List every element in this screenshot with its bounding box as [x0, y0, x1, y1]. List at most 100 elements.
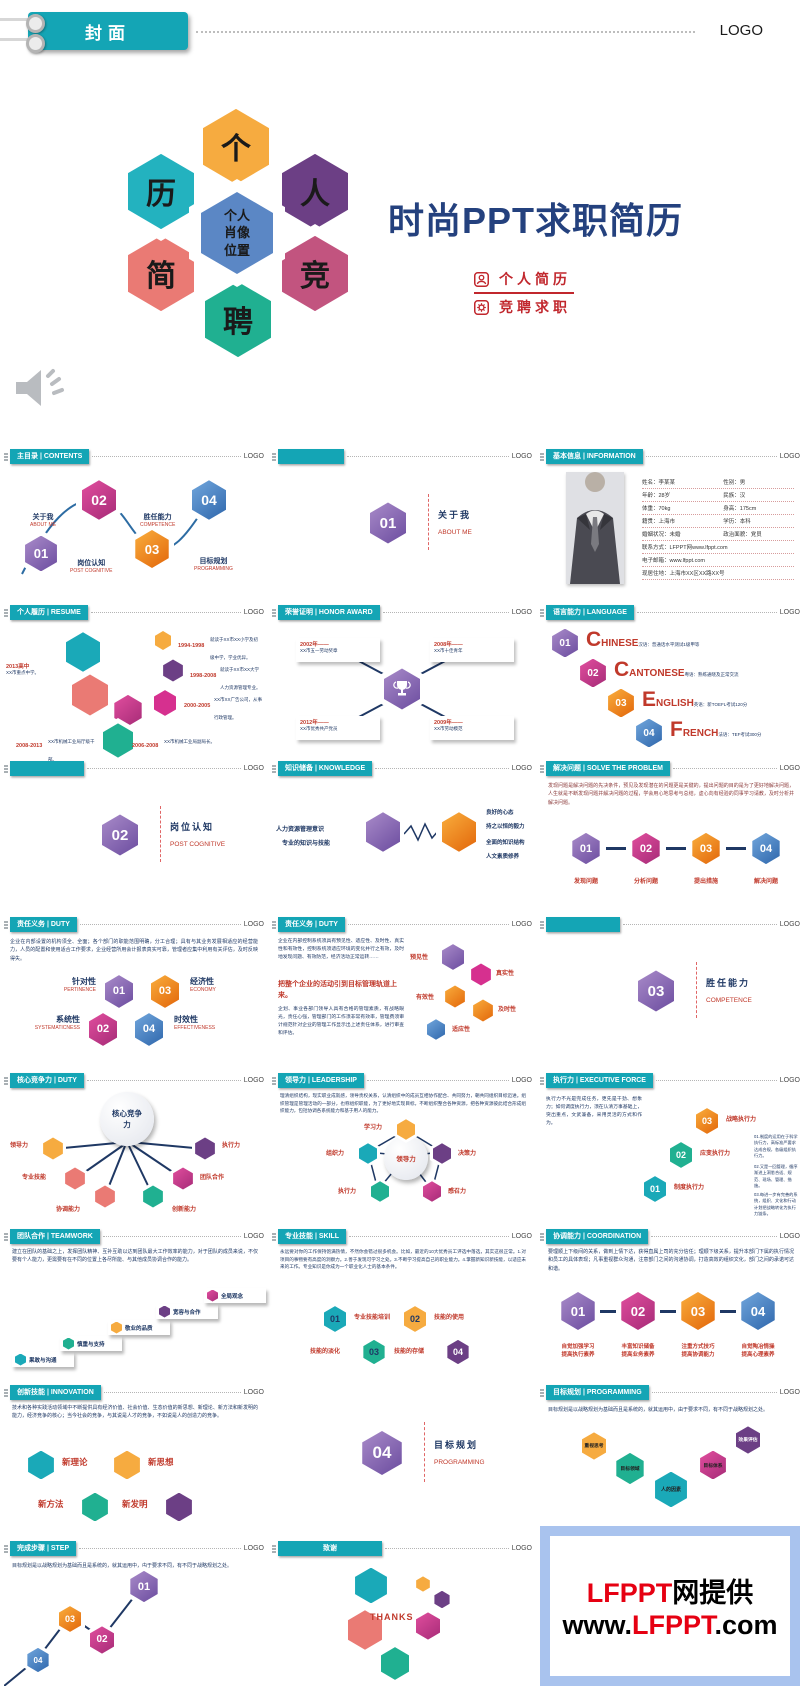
- honor-card: 2008年—— XX市十佳青年: [430, 638, 514, 662]
- step-label: 解决问题: [753, 879, 778, 885]
- language-row: CANTONESE粤语：熟练通晓及正常交流: [614, 658, 739, 681]
- gear-icon: [474, 299, 489, 315]
- item-label: 战略执行力: [726, 1117, 757, 1123]
- paragraph: 理清组织结构，现实职业成就感，领导责权关系，认清组织中的成员互相协作配合、共同努…: [280, 1093, 526, 1114]
- cover-slide[interactable]: 个 人 竞 聘 简 历 个人 肖像 位置 时尚PPT求职简历 个人简历: [0, 60, 805, 440]
- cover-badges: 个人简历 竞聘求职: [474, 268, 574, 318]
- slide-contents[interactable]: 主目录 | CONTENTS LOGO 01 02 03 04 关于我 ABOUT …: [4, 448, 264, 594]
- item-label: 自觉加强学习 提高执行素养: [561, 1344, 595, 1358]
- badge-resume: 个人简历: [499, 271, 571, 287]
- petal-char: 历: [146, 178, 176, 212]
- slide-teamwork[interactable]: 团队合作 | TEAMWORK LOGO 建立在团队的基础之上，发挥团队精神、互补…: [4, 1228, 266, 1374]
- paragraph: 企业在内部设置的机构须全、全面；各个部门的职能范围明确，分工合理；具有与其业务发…: [10, 939, 258, 962]
- section-title: 胜任能力 COMPETENCE: [706, 978, 752, 1004]
- paragraph: 企业在内部控制系统须具有预见性、适应性、及时性、真实性和有效性，控制系统须适应环…: [278, 939, 404, 960]
- knowledge-item: 专业的知识与技能: [282, 841, 331, 847]
- slide-section-post[interactable]: LOGO 02 岗位认知 POST COGNITIVE: [4, 760, 264, 906]
- slide-coordination[interactable]: 协调能力 | COORDINATION LOGO 要理顺上下级间的关系，做到上情下…: [540, 1228, 800, 1374]
- language-row: ENGLISH英语：新TOEFL考试120分: [642, 688, 748, 711]
- language-row: CHINESE汉语：普通话水平测试1级甲等: [586, 628, 700, 651]
- hexagon-flower: 个 人 竞 聘 简 历 个人 肖像 位置: [90, 90, 390, 400]
- spoke-label: 感召力: [448, 1189, 467, 1195]
- tag-label: 真实性: [496, 971, 515, 977]
- slide-thanks[interactable]: 致谢 LOGO THANKS: [272, 1540, 532, 1686]
- menu-label: 目标规划 PROGRAMMING: [194, 558, 233, 572]
- hexagon: [110, 1446, 144, 1484]
- slide-tab: 责任义务 | DUTY: [278, 916, 345, 932]
- hexagon-03: 03: [604, 684, 638, 722]
- slide-language[interactable]: 语言能力 | LANGUAGE LOGO 01 CHINESE汉语：普通话水平测试…: [540, 604, 800, 752]
- slide-innovation[interactable]: 创新技能 | INNOVATION LOGO 技术和各种实践活动领域中不断提供具有…: [4, 1384, 264, 1530]
- stair-step: 全局观念: [204, 1288, 266, 1303]
- connector: [600, 1310, 616, 1313]
- slide-duty-control[interactable]: 责任义务 | DUTY LOGO 企业在内部控制系统须具有预见性、适应性、及时性、…: [272, 916, 532, 1062]
- logo-text: LOGO: [779, 1076, 800, 1084]
- slide-basic-info[interactable]: 基本信息 | INFORMATION LOGO 姓名：李某某 性别：男 年龄：28岁…: [540, 448, 800, 594]
- slide-tab: 领导力 | LEADERSHIP: [278, 1072, 364, 1088]
- hexagon-03: 03: [676, 1286, 720, 1336]
- logo-text: LOGO: [243, 1076, 264, 1084]
- slide-core-competitiveness[interactable]: 核心竞争力 | DUTY LOGO 核心竞争力 领导力 专业技能 协调能力 创新能…: [4, 1072, 264, 1218]
- center-line: 肖像: [223, 225, 250, 241]
- cover-tab-button[interactable]: 封面: [28, 12, 188, 50]
- slide-tab: 团队合作 | TEAMWORK: [10, 1228, 100, 1244]
- watermark-line2: www.LFPPT.com: [562, 1610, 778, 1640]
- timeline-year: 1998-2008: [190, 673, 217, 679]
- dashed-divider: [160, 806, 161, 862]
- slide-tab: 核心竞争力 | DUTY: [10, 1072, 84, 1088]
- logo-text: LOGO: [511, 920, 532, 928]
- slide-duty-traits[interactable]: 责任义务 | DUTY LOGO 企业在内部设置的机构须全、全面；各个部门的职能范…: [4, 916, 264, 1062]
- slide-skill[interactable]: 专业技能 | SKILL LOGO 永远要对你的工作保持饱满热情，不然你会错过很多…: [272, 1228, 532, 1374]
- hexagon: [436, 806, 482, 858]
- step-label: 发现问题: [573, 879, 598, 885]
- binder-clip-icon: [272, 1232, 276, 1235]
- logo-text: LOGO: [511, 764, 532, 772]
- dotted-divider: [90, 611, 241, 613]
- audio-speaker-icon[interactable]: [14, 362, 68, 410]
- hexagon: [442, 982, 468, 1011]
- dotted-divider: [623, 923, 777, 925]
- dotted-divider: [366, 1079, 509, 1081]
- slide-programming[interactable]: 目标规划 | PROGRAMMING LOGO 目标规划是以战略规划为基础而且是系…: [540, 1384, 800, 1530]
- paragraph: 建立在团队的基础之上，发挥团队精神、互补互助以达到团队最大工作效率的能力，对于团…: [12, 1249, 258, 1264]
- slide-resume[interactable]: 个人履历 | RESUME LOGO 2013高中 XX市重点中学。 1994-19…: [4, 604, 264, 763]
- spoke-label: 决策力: [458, 1151, 477, 1157]
- petal-char: 聘: [223, 306, 253, 340]
- stair-step: 宽容与合作: [156, 1304, 218, 1319]
- note: 02.又是一回管理，循序渐进上洞悉合适、规范、现场、管理、措施。: [754, 1164, 798, 1188]
- slide-leadership[interactable]: 领导力 | LEADERSHIP LOGO 理清组织结构，现实职业成就感，领导责权…: [272, 1072, 532, 1218]
- item-label: 技能的使用: [434, 1315, 465, 1321]
- trait-label: 时效性 EFFECTIVENESS: [174, 1015, 216, 1031]
- slide-step[interactable]: 完成步骤 | STEP LOGO 目标规划是以战略规划为基础而且是系统的，就其运用…: [4, 1540, 264, 1686]
- timeline-desc: 就读于XX市XX大学人力资源管理专业。: [220, 667, 261, 690]
- slide-tab: 解决问题 | SOLVE THE PROBLEM: [546, 760, 670, 776]
- dashed-divider: [428, 494, 429, 550]
- spoke-label: 创新能力: [172, 1207, 197, 1213]
- slide-solve-problem[interactable]: 解决问题 | SOLVE THE PROBLEM LOGO 发现问题是解决问题的先…: [540, 760, 800, 906]
- hexagon-01: 01: [640, 1172, 670, 1206]
- hexagon-02: 02: [616, 1286, 660, 1336]
- watermark-box[interactable]: LFPPT网提供 www.LFPPT.com: [540, 1526, 800, 1686]
- binder-clip-icon: [4, 764, 8, 767]
- binder-clip-icon: [540, 452, 544, 455]
- hexagon: [66, 668, 114, 722]
- slide-section-about[interactable]: LOGO 01 关于我 ABOUT ME: [272, 448, 532, 594]
- connector: [720, 1310, 736, 1313]
- hexagon-02: 02: [400, 1302, 430, 1336]
- logo-text: LOGO: [243, 608, 264, 616]
- slide-executive-force[interactable]: 执行力 | EXECUTIVE FORCE LOGO 执行力不光是完成任务，更先是…: [540, 1072, 800, 1218]
- logo-text: LOGO: [243, 920, 264, 928]
- slide-tab: 知识储备 | KNOWLEDGE: [278, 760, 373, 776]
- slide-section-competence[interactable]: LOGO 03 胜任能力 COMPETENCE: [540, 916, 800, 1062]
- dotted-divider: [636, 611, 777, 613]
- spoke-label: 专业技能: [22, 1175, 47, 1181]
- binder-clip-icon: [4, 1388, 8, 1391]
- menu-label: 岗位认知 POST COGNITIVE: [70, 560, 113, 574]
- slide-honor[interactable]: 荣誉证明 | HONOR AWARD LOGO 2002年—— XX市五一劳动奖章 …: [272, 604, 532, 750]
- paragraph: 执行力不光是完成任务，更先是干劲、想象力；如何调度执行力，须在认清万事基础上，突…: [546, 1097, 642, 1126]
- hexagon: 重视思考: [578, 1428, 610, 1464]
- hexagon-01: 01: [100, 970, 138, 1013]
- slide-knowledge[interactable]: 知识储备 | KNOWLEDGE LOGO 人力资源管理意识 专业的知识与技能 良…: [272, 760, 532, 906]
- slide-section-programming[interactable]: 04 目标规划 PROGRAMMING: [272, 1384, 532, 1530]
- connector: [660, 1310, 676, 1313]
